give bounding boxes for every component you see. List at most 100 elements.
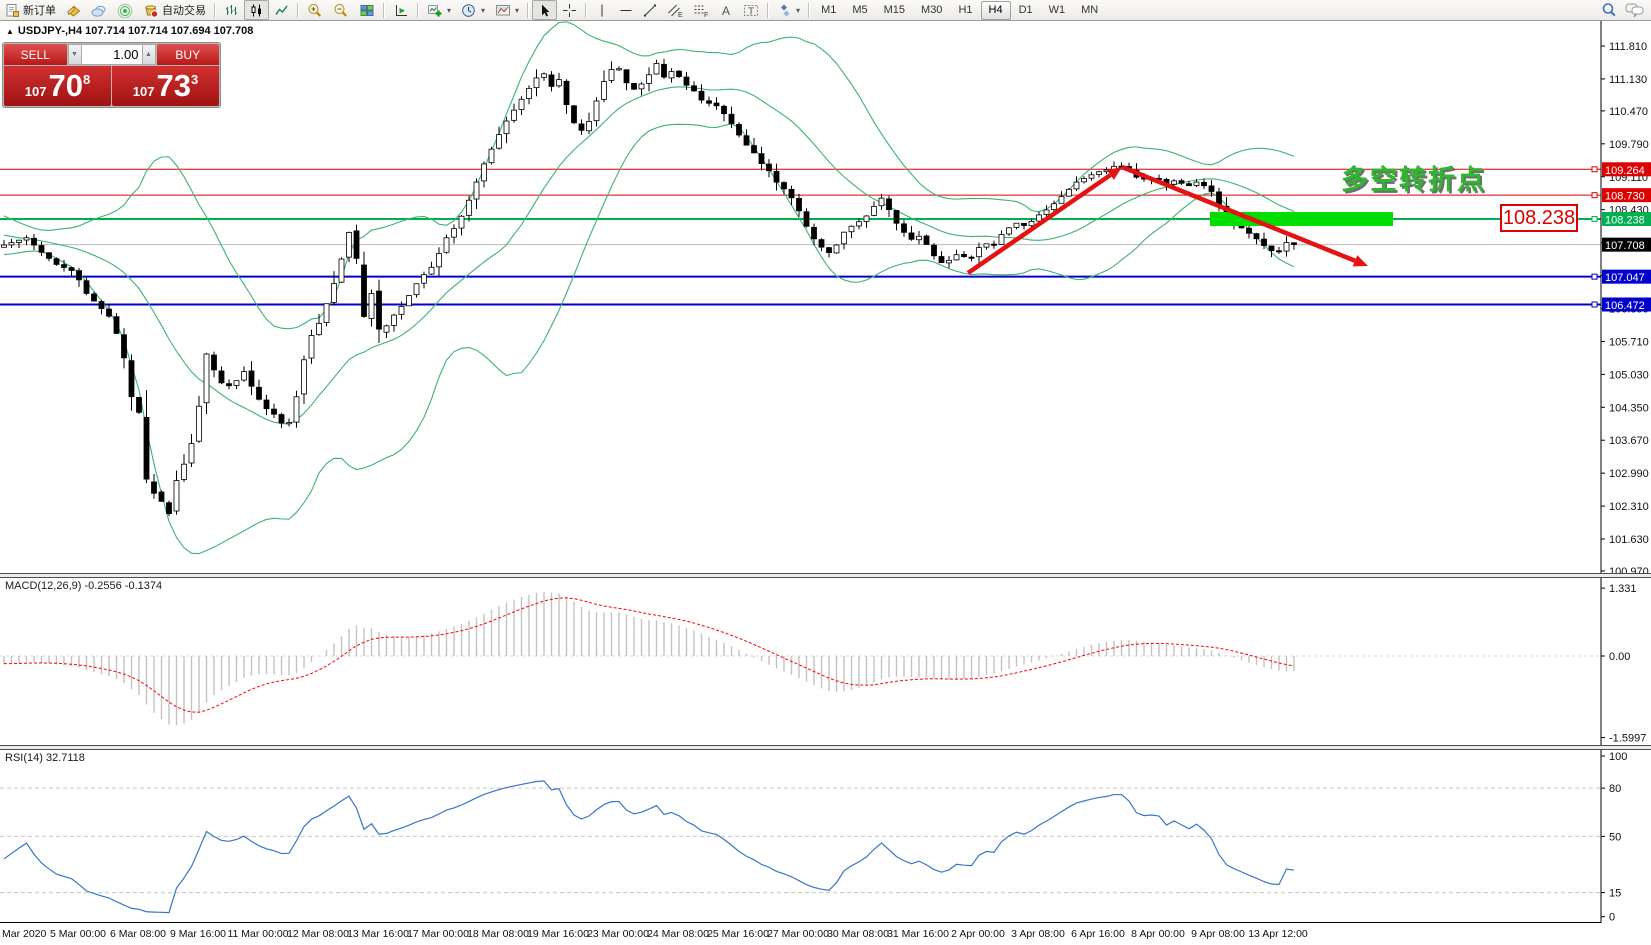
fibonacci-button[interactable]: F xyxy=(688,0,714,20)
candle-body xyxy=(923,235,930,245)
market-watch-button[interactable] xyxy=(61,0,86,20)
candle-body xyxy=(31,237,37,246)
candle-body xyxy=(736,124,742,136)
horizontal-line-button[interactable] xyxy=(614,0,638,20)
periods-button[interactable]: ▾ xyxy=(456,0,490,20)
time-axis[interactable]: Mar 2020 5 Mar 00:00 6 Mar 08:00 9 Mar 16:0… xyxy=(0,923,1651,945)
time-axis-label: 27 Mar 00:00 xyxy=(767,928,829,940)
candle-body xyxy=(1186,183,1192,187)
window-triangle-icon: ▲ xyxy=(6,27,14,36)
candle-body xyxy=(383,325,390,333)
candle-body xyxy=(368,293,375,319)
line-anchor-handle[interactable] xyxy=(1591,192,1598,199)
candle-body xyxy=(631,83,637,90)
main-chart-pane[interactable]: 111.810111.130110.470109.790109.110108.4… xyxy=(0,21,1651,577)
vertical-line-button[interactable] xyxy=(590,0,614,20)
timeframe-button-mn[interactable]: MN xyxy=(1081,4,1099,16)
candle-body xyxy=(203,353,210,404)
signals-button[interactable] xyxy=(112,0,138,20)
autotrading-button[interactable]: 自动交易 xyxy=(138,0,211,20)
bar-chart-icon xyxy=(226,4,237,15)
timeframe-button-m30[interactable]: M30 xyxy=(921,4,943,16)
volume-increase-button[interactable]: ▲ xyxy=(141,44,156,65)
volume-decrease-button[interactable]: ▼ xyxy=(67,44,82,65)
trend-arrow-line[interactable] xyxy=(966,173,1112,275)
line-chart-button[interactable] xyxy=(269,0,294,20)
timeframe-button-d1[interactable]: D1 xyxy=(1018,4,1033,16)
price-tick-label: 103.670 xyxy=(1609,435,1649,447)
time-axis-label: 11 Mar 00:00 xyxy=(227,928,289,940)
toolbar-separator xyxy=(214,2,216,18)
cursor-button[interactable] xyxy=(532,0,558,20)
equidistant-channel-button[interactable]: E xyxy=(662,0,688,20)
arrange-objects-button[interactable]: ▾ xyxy=(772,0,805,20)
trend-arrow-line[interactable] xyxy=(1121,164,1356,263)
timeframe-button-m5[interactable]: M5 xyxy=(852,4,868,16)
crosshair-icon xyxy=(563,3,577,17)
timeframe-button-h1[interactable]: H1 xyxy=(958,4,973,16)
chat-icon[interactable] xyxy=(1625,2,1645,18)
volume-input[interactable] xyxy=(81,44,142,65)
add-indicator-button[interactable]: ▾ xyxy=(422,0,456,20)
price-tag-label: 107.047 xyxy=(1605,272,1645,284)
candle-body xyxy=(976,247,982,258)
gold-book-icon xyxy=(67,4,81,17)
trendline-icon xyxy=(644,4,657,16)
price-tag-label: 108.730 xyxy=(1605,191,1645,203)
candle-body xyxy=(593,100,600,122)
candle-body xyxy=(1088,174,1095,179)
new-order-button[interactable]: 新订单 xyxy=(0,0,61,20)
macd-pane[interactable]: 1.331 0.00 -1.5997 xyxy=(0,578,1651,745)
price-tick-label: 100.970 xyxy=(1609,566,1649,577)
line-anchor-handle[interactable] xyxy=(1591,301,1598,308)
text-button[interactable]: A xyxy=(714,0,738,20)
crosshair-button[interactable] xyxy=(557,0,582,20)
candle-body xyxy=(466,199,472,216)
line-anchor-handle[interactable] xyxy=(1591,273,1598,280)
candle-body xyxy=(721,105,727,115)
dropdown-caret: ▾ xyxy=(447,5,452,15)
bar-chart-button[interactable] xyxy=(219,0,244,20)
community-button[interactable] xyxy=(86,0,112,20)
chinese-annotation-text[interactable]: 多空转折点 xyxy=(1341,165,1486,196)
candle-body xyxy=(323,303,330,323)
candle-body xyxy=(991,243,997,246)
pane-divider[interactable] xyxy=(0,745,1651,750)
time-axis-label: 13 Apr 12:00 xyxy=(1248,928,1308,940)
timeframe-button-h4[interactable]: H4 xyxy=(980,0,1011,20)
timeframe-button-w1[interactable]: W1 xyxy=(1048,4,1066,16)
candle-body xyxy=(571,105,577,124)
sell-price-panel[interactable]: 107 70 8 xyxy=(4,66,111,106)
templates-button[interactable]: ▾ xyxy=(490,0,524,20)
tile-windows-button[interactable] xyxy=(354,0,380,20)
timeframe-button-m15[interactable]: M15 xyxy=(883,4,906,16)
line-anchor-handle[interactable] xyxy=(1591,166,1598,173)
time-axis-label: 3 Apr 08:00 xyxy=(1011,928,1065,940)
toolbar: 新订单 自动交易 xyxy=(0,0,1651,21)
text-label-button[interactable]: T xyxy=(738,0,764,20)
timeframe-button-m1[interactable]: M1 xyxy=(821,4,837,16)
price-callout-box[interactable]: 108.238 xyxy=(1500,204,1578,232)
candle-body xyxy=(301,359,307,395)
candle-body xyxy=(518,98,525,110)
trend-arrow-head xyxy=(1107,167,1122,180)
chart-shift-button[interactable] xyxy=(388,0,414,20)
candle-body xyxy=(91,293,97,302)
zoom-in-button[interactable] xyxy=(302,0,328,20)
candlestick-chart-button[interactable] xyxy=(244,0,269,20)
buy-button[interactable]: BUY xyxy=(156,44,219,65)
candle-body xyxy=(811,226,817,240)
buy-price-panel[interactable]: 107 73 3 xyxy=(112,66,219,106)
candle-body xyxy=(61,264,67,268)
line-anchor-handle[interactable] xyxy=(1591,215,1598,222)
rsi-pane[interactable]: 100 80 50 15 0 xyxy=(0,750,1651,923)
trendline-button[interactable] xyxy=(638,0,662,20)
candle-body xyxy=(601,81,607,100)
candle-body xyxy=(968,256,975,259)
candle-body xyxy=(668,71,675,79)
pane-divider[interactable] xyxy=(0,573,1651,578)
zoom-out-button[interactable] xyxy=(328,0,354,20)
sell-button[interactable]: SELL xyxy=(4,44,67,65)
search-icon[interactable] xyxy=(1601,2,1617,18)
toolbar-separator xyxy=(527,2,530,18)
